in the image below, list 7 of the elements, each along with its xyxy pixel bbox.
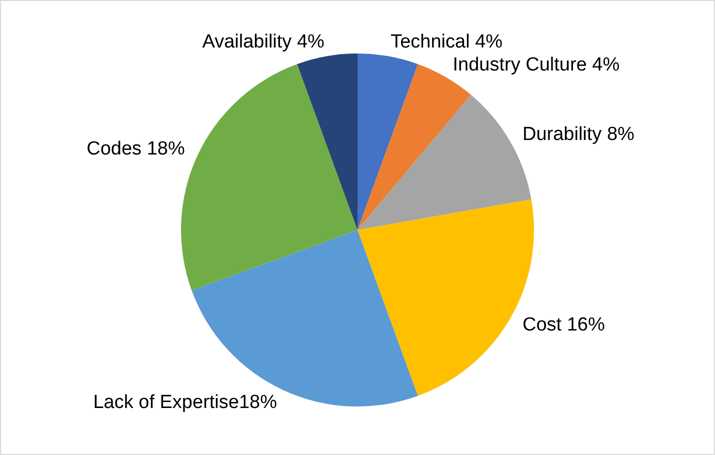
slice-label: Cost 16% xyxy=(522,314,605,336)
slice-label: Lack of Expertise18% xyxy=(93,392,278,413)
slice-label: Technical 4% xyxy=(390,32,503,53)
slice-label: Availability 4% xyxy=(202,32,325,53)
slice-label: Industry Culture 4% xyxy=(452,54,620,76)
slice-label: Durability 8% xyxy=(522,124,635,145)
slice-label: Codes 18% xyxy=(86,138,185,160)
